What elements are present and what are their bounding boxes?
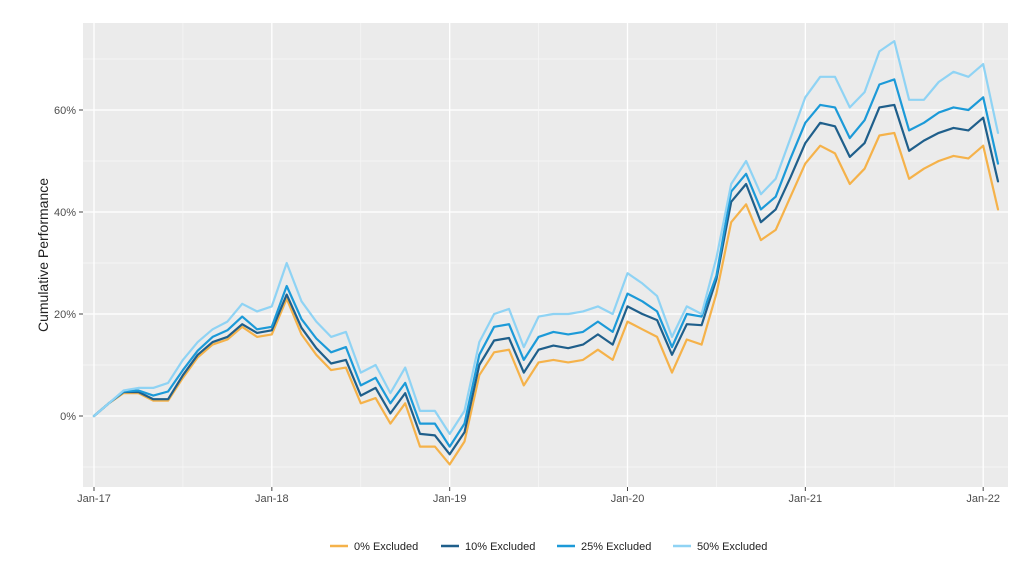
x-axis: Jan-17 Jan-18 Jan-19 Jan-20 Jan-21 Jan-22 (77, 487, 1000, 505)
x-tick-label: Jan-21 (789, 493, 823, 505)
x-tick-label: Jan-20 (611, 493, 645, 505)
series-line-3 (92, 78, 1000, 448)
legend-label: 50% Excluded (697, 541, 767, 553)
legend-label: 10% Excluded (465, 541, 535, 553)
series-lines (92, 39, 1000, 466)
y-tick-label: 60% (54, 105, 76, 117)
x-tick-label: Jan-19 (433, 493, 467, 505)
y-axis-label: Cumulative Performance (35, 178, 51, 332)
series-line-4 (92, 39, 1000, 435)
x-tick-label: Jan-22 (966, 493, 1000, 505)
x-tick-label: Jan-17 (77, 493, 111, 505)
series-line-1 (92, 131, 1000, 466)
series-line-2 (92, 103, 1000, 456)
legend-label: 0% Excluded (354, 541, 418, 553)
x-tick-label: Jan-18 (255, 493, 289, 505)
grid-lines (83, 23, 1008, 487)
legend: 0% Excluded 10% Excluded 25% Excluded 50% E… (330, 541, 767, 553)
legend-label: 25% Excluded (581, 541, 651, 553)
plot-panel (83, 23, 1008, 487)
y-tick-label: 0% (60, 411, 76, 423)
y-axis: 0% 20% 40% 60% (54, 105, 83, 423)
y-tick-label: 20% (54, 309, 76, 321)
y-tick-label: 40% (54, 207, 76, 219)
